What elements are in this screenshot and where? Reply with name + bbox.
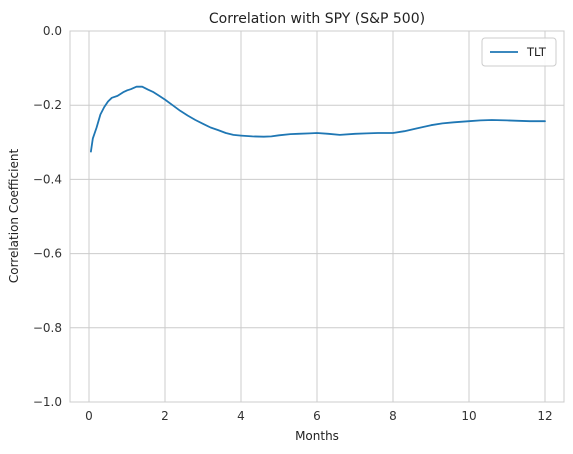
y-tick-label-5: −1.0 (33, 395, 62, 409)
y-tick-label-4: −0.8 (33, 321, 62, 335)
series-lines (90, 85, 546, 153)
series-line-tlt (90, 85, 546, 153)
y-tick-label-0: 0.0 (43, 24, 62, 38)
legend-box (481, 37, 557, 67)
axes-frame (69, 30, 565, 403)
chart-title: Correlation with SPY (S&P 500) (209, 11, 425, 27)
y-tick-labels: 0.0 −0.2 −0.4 −0.6 −0.8 −1.0 (33, 24, 62, 409)
x-tick-label-4: 8 (389, 409, 397, 423)
y-tick-label-2: −0.4 (33, 172, 62, 186)
y-tick-label-3: −0.6 (33, 247, 62, 261)
x-tick-label-5: 10 (461, 409, 476, 423)
legend: TLT (481, 37, 557, 67)
y-axis-label: Correlation Coefficient (7, 149, 21, 284)
x-tick-labels: 0 2 4 6 8 10 12 (85, 409, 552, 423)
x-axis-label: Months (295, 429, 339, 443)
x-tick-label-1: 2 (161, 409, 169, 423)
x-tick-label-6: 12 (537, 409, 552, 423)
x-tick-label-3: 6 (313, 409, 321, 423)
x-tick-label-0: 0 (85, 409, 93, 423)
legend-label-tlt: TLT (526, 45, 547, 59)
y-tick-label-1: −0.2 (33, 98, 62, 112)
x-tick-label-2: 4 (237, 409, 245, 423)
axes-border (69, 30, 565, 403)
